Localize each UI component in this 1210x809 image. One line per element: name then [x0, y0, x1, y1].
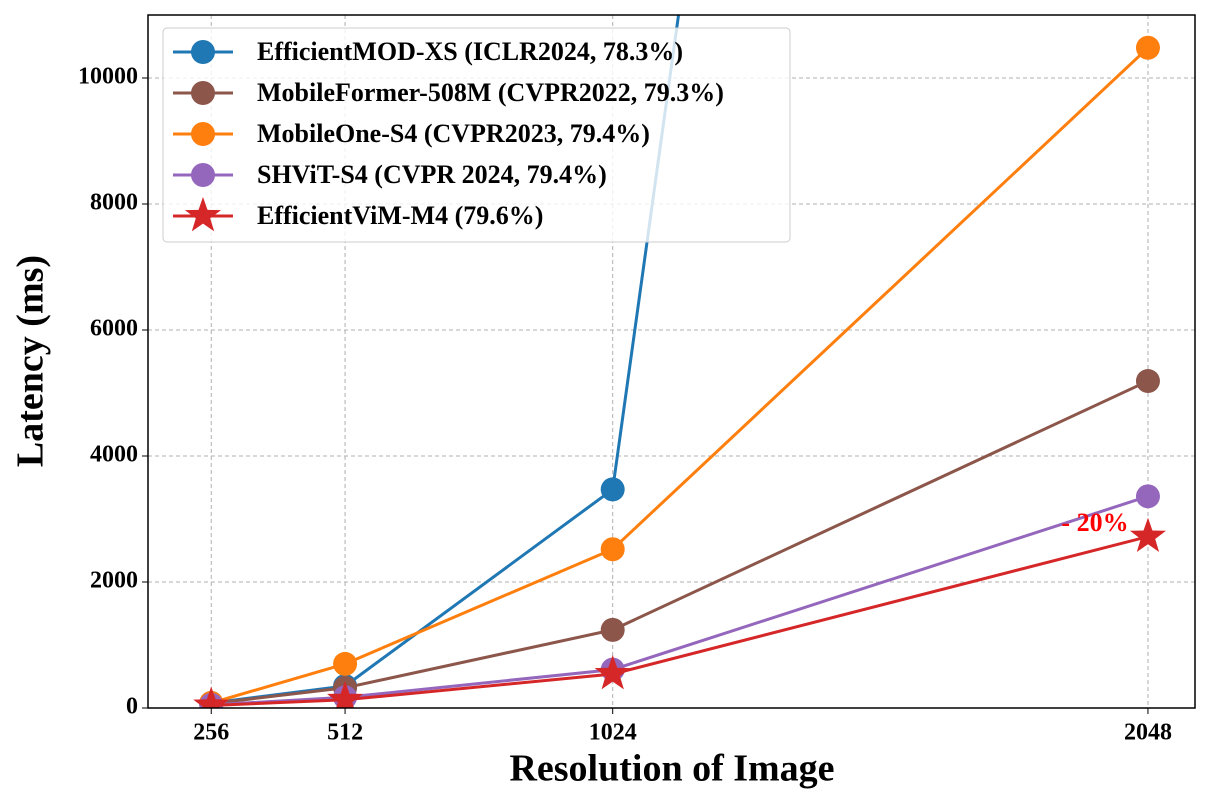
legend-marker: [191, 40, 215, 64]
series-line: [210, 46, 1150, 705]
annotation: - 20%: [1061, 508, 1128, 537]
marker: [594, 655, 631, 690]
legend-label: EfficientViM-M4 (79.6%): [257, 201, 543, 230]
x-axis-label: Resolution of Image: [509, 748, 834, 790]
y-tick-label: 4000: [90, 442, 138, 468]
y-tick-label: 6000: [90, 316, 138, 342]
x-tick-label: 512: [327, 720, 363, 746]
y-tick-label: 0: [126, 694, 138, 720]
x-tick-label: 1024: [589, 720, 637, 746]
marker: [1135, 369, 1160, 394]
legend-label: SHViT-S4 (CVPR 2024, 79.4%): [257, 160, 607, 189]
legend-box: [162, 27, 791, 243]
legend-label: EfficientMOD-XS (ICLR2024, 78.3%): [257, 37, 683, 66]
marker: [333, 651, 358, 676]
marker: [1135, 35, 1160, 60]
plot-frame: [147, 14, 1196, 709]
y-tick-label: 2000: [90, 568, 138, 594]
legend-marker: [191, 81, 215, 105]
legend-label: MobileOne-S4 (CVPR2023, 79.4%): [257, 119, 650, 148]
marker: [600, 537, 625, 562]
series-line: [211, 379, 1149, 706]
series-line: [211, 535, 1149, 707]
marker: [327, 680, 364, 708]
marker: [1129, 517, 1166, 552]
marker: [600, 617, 625, 642]
y-axis-label: Latency (ms): [10, 255, 52, 467]
plot: [193, 15, 1166, 708]
marker: [600, 477, 625, 502]
legend-marker: [184, 197, 222, 232]
y-tick-label: 8000: [90, 190, 138, 216]
legend-marker: [191, 122, 215, 146]
y-tick-label: 10000: [78, 64, 138, 90]
x-tick-label: 2048: [1124, 720, 1172, 746]
series-line: [211, 494, 1149, 707]
x-tick-label: 256: [193, 720, 229, 746]
marker: [193, 686, 230, 708]
legend-label: MobileFormer-508M (CVPR2022, 79.3%): [257, 78, 724, 107]
legend-marker: [191, 163, 215, 187]
legend: EfficientMOD-XS (ICLR2024, 78.3%) MobileF…: [162, 27, 791, 243]
marker: [1135, 484, 1160, 509]
